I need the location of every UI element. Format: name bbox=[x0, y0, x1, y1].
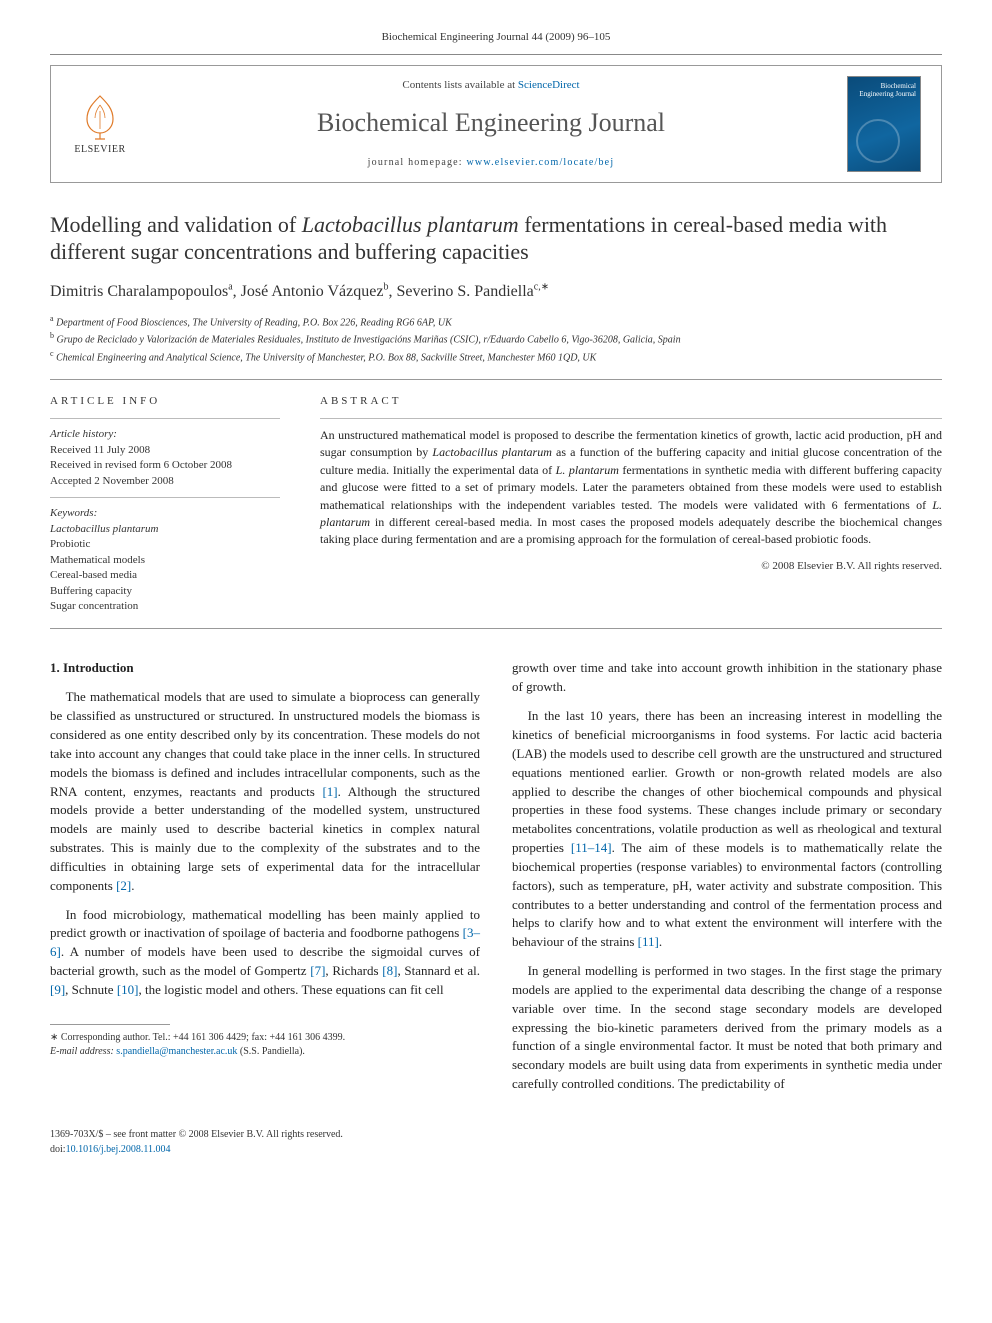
article-info-heading: ARTICLE INFO bbox=[50, 394, 280, 410]
publisher-logo-block: ELSEVIER bbox=[65, 91, 135, 158]
info-abstract-row: ARTICLE INFO Article history: Received 1… bbox=[50, 394, 942, 614]
col2-para-3: In general modelling is performed in two… bbox=[512, 962, 942, 1094]
footnote-email-line: E-mail address: s.pandiella@manchester.a… bbox=[50, 1045, 480, 1059]
journal-title: Biochemical Engineering Journal bbox=[135, 104, 847, 142]
body-column-right: growth over time and take into account g… bbox=[512, 659, 942, 1104]
info-rule-1 bbox=[50, 418, 280, 419]
author-1-affil: a bbox=[228, 282, 232, 293]
col1-para-2: In food microbiology, mathematical model… bbox=[50, 906, 480, 1000]
col1-para-1: The mathematical models that are used to… bbox=[50, 688, 480, 895]
title-species-italic: Lactobacillus plantarum bbox=[302, 212, 519, 237]
elsevier-label: ELSEVIER bbox=[74, 143, 125, 158]
body-columns: 1. Introduction The mathematical models … bbox=[50, 659, 942, 1104]
affiliation-a: a Department of Food Biosciences, The Un… bbox=[50, 313, 942, 330]
masthead-center: Contents lists available at ScienceDirec… bbox=[135, 78, 847, 170]
history-revised: Received in revised form 6 October 2008 bbox=[50, 458, 280, 473]
affil-text-a: Department of Food Biosciences, The Univ… bbox=[56, 317, 452, 328]
author-1: Dimitris Charalampopoulos bbox=[50, 283, 228, 300]
author-2-affil: b bbox=[383, 282, 388, 293]
author-2: José Antonio Vázquez bbox=[241, 283, 384, 300]
affil-text-b: Grupo de Reciclado y Valorización de Mat… bbox=[57, 335, 681, 346]
abstract-column: ABSTRACT An unstructured mathematical mo… bbox=[320, 394, 942, 614]
keyword-1: Probiotic bbox=[50, 537, 280, 552]
abstract-text: An unstructured mathematical model is pr… bbox=[320, 427, 942, 549]
doi-link[interactable]: 10.1016/j.bej.2008.11.004 bbox=[66, 1144, 171, 1155]
keywords-label: Keywords: bbox=[50, 506, 280, 522]
elsevier-tree-icon bbox=[75, 91, 125, 141]
history-received: Received 11 July 2008 bbox=[50, 443, 280, 458]
affiliations-block: a Department of Food Biosciences, The Un… bbox=[50, 313, 942, 365]
keyword-4: Buffering capacity bbox=[50, 584, 280, 599]
homepage-link[interactable]: www.elsevier.com/locate/bej bbox=[466, 157, 614, 168]
footnote-email-link[interactable]: s.pandiella@manchester.ac.uk bbox=[116, 1046, 237, 1057]
ref-link-11[interactable]: [11] bbox=[638, 934, 659, 949]
article-history-label: Article history: bbox=[50, 427, 280, 443]
section-1-heading: 1. Introduction bbox=[50, 659, 480, 678]
contents-available-line: Contents lists available at ScienceDirec… bbox=[135, 78, 847, 94]
masthead: ELSEVIER Contents lists available at Sci… bbox=[50, 65, 942, 183]
rule-after-abstract bbox=[50, 628, 942, 629]
sciencedirect-link[interactable]: ScienceDirect bbox=[518, 79, 580, 91]
footnote-corresponding: ∗ Corresponding author. Tel.: +44 161 30… bbox=[50, 1031, 480, 1045]
article-title: Modelling and validation of Lactobacillu… bbox=[50, 211, 942, 266]
keyword-0: Lactobacillus plantarum bbox=[50, 522, 280, 537]
abs-italic-1: Lactobacillus plantarum bbox=[432, 445, 551, 459]
footnote-email-suffix: (S.S. Pandiella). bbox=[237, 1046, 305, 1057]
footnote-email-label: E-mail address: bbox=[50, 1046, 116, 1057]
rule-after-affiliations bbox=[50, 379, 942, 380]
footer-doi-line: doi:10.1016/j.bej.2008.11.004 bbox=[50, 1143, 343, 1158]
affil-sup-a: a bbox=[50, 314, 54, 323]
contents-prefix: Contents lists available at bbox=[402, 79, 517, 91]
ref-link-2[interactable]: [2] bbox=[116, 878, 131, 893]
abstract-heading: ABSTRACT bbox=[320, 394, 942, 410]
col2-para-1: growth over time and take into account g… bbox=[512, 659, 942, 697]
corresponding-author-footnote: ∗ Corresponding author. Tel.: +44 161 30… bbox=[50, 1031, 480, 1059]
journal-citation: Biochemical Engineering Journal 44 (2009… bbox=[50, 30, 942, 46]
journal-homepage-line: journal homepage: www.elsevier.com/locat… bbox=[135, 156, 847, 171]
abs-italic-3: L. plantarum bbox=[556, 463, 619, 477]
abstract-copyright: © 2008 Elsevier B.V. All rights reserved… bbox=[320, 559, 942, 575]
homepage-prefix: journal homepage: bbox=[368, 157, 467, 168]
keyword-2: Mathematical models bbox=[50, 553, 280, 568]
author-3-affil: c,∗ bbox=[534, 282, 549, 293]
history-accepted: Accepted 2 November 2008 bbox=[50, 474, 280, 489]
rule-top bbox=[50, 54, 942, 55]
article-info-column: ARTICLE INFO Article history: Received 1… bbox=[50, 394, 280, 614]
keyword-5: Sugar concentration bbox=[50, 599, 280, 614]
info-rule-2 bbox=[50, 497, 280, 498]
abstract-rule bbox=[320, 418, 942, 419]
col2-para-2: In the last 10 years, there has been an … bbox=[512, 707, 942, 952]
affil-text-c: Chemical Engineering and Analytical Scie… bbox=[56, 352, 596, 363]
ref-link-9[interactable]: [9] bbox=[50, 982, 65, 997]
affil-sup-b: b bbox=[50, 331, 54, 340]
keyword-3: Cereal-based media bbox=[50, 568, 280, 583]
ref-link-7[interactable]: [7] bbox=[310, 963, 325, 978]
ref-link-3-6[interactable]: [3–6] bbox=[50, 925, 480, 959]
cover-thumbnail-block: Biochemical Engineering Journal bbox=[847, 76, 927, 172]
page-footer: 1369-703X/$ – see front matter © 2008 El… bbox=[50, 1128, 942, 1157]
ref-link-1[interactable]: [1] bbox=[322, 784, 337, 799]
authors-line: Dimitris Charalampopoulosa, José Antonio… bbox=[50, 280, 942, 303]
cover-graphic-icon bbox=[856, 119, 900, 163]
ref-link-10[interactable]: [10] bbox=[117, 982, 139, 997]
cover-title-text: Biochemical Engineering Journal bbox=[848, 83, 916, 98]
affiliation-c: c Chemical Engineering and Analytical Sc… bbox=[50, 348, 942, 365]
abs-part-6: in different cereal-based media. In most… bbox=[320, 515, 942, 546]
author-3: Severino S. Pandiella bbox=[396, 283, 533, 300]
footer-left-block: 1369-703X/$ – see front matter © 2008 El… bbox=[50, 1128, 343, 1157]
affil-sup-c: c bbox=[50, 349, 54, 358]
affiliation-b: b Grupo de Reciclado y Valorización de M… bbox=[50, 330, 942, 347]
title-part-1: Modelling and validation of bbox=[50, 212, 302, 237]
ref-link-11-14[interactable]: [11–14] bbox=[571, 840, 612, 855]
footer-front-matter: 1369-703X/$ – see front matter © 2008 El… bbox=[50, 1128, 343, 1143]
journal-cover-thumb: Biochemical Engineering Journal bbox=[847, 76, 921, 172]
doi-prefix: doi: bbox=[50, 1144, 66, 1155]
footnote-separator bbox=[50, 1024, 170, 1025]
ref-link-8[interactable]: [8] bbox=[382, 963, 397, 978]
body-column-left: 1. Introduction The mathematical models … bbox=[50, 659, 480, 1104]
